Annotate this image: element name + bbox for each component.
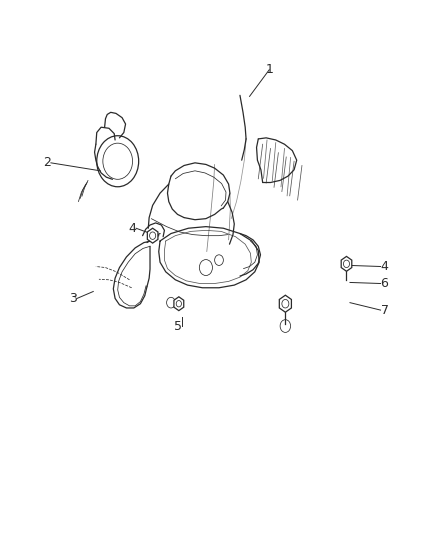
Text: 2: 2 <box>43 156 51 169</box>
Text: 6: 6 <box>381 277 389 290</box>
Text: 3: 3 <box>69 292 77 305</box>
Polygon shape <box>147 228 158 243</box>
Text: 4: 4 <box>381 260 389 273</box>
Text: 7: 7 <box>381 304 389 317</box>
Text: 4: 4 <box>128 222 136 235</box>
Polygon shape <box>341 256 352 271</box>
Polygon shape <box>174 297 184 311</box>
Polygon shape <box>279 295 291 312</box>
Text: 5: 5 <box>174 320 182 333</box>
Text: 1: 1 <box>265 63 273 76</box>
